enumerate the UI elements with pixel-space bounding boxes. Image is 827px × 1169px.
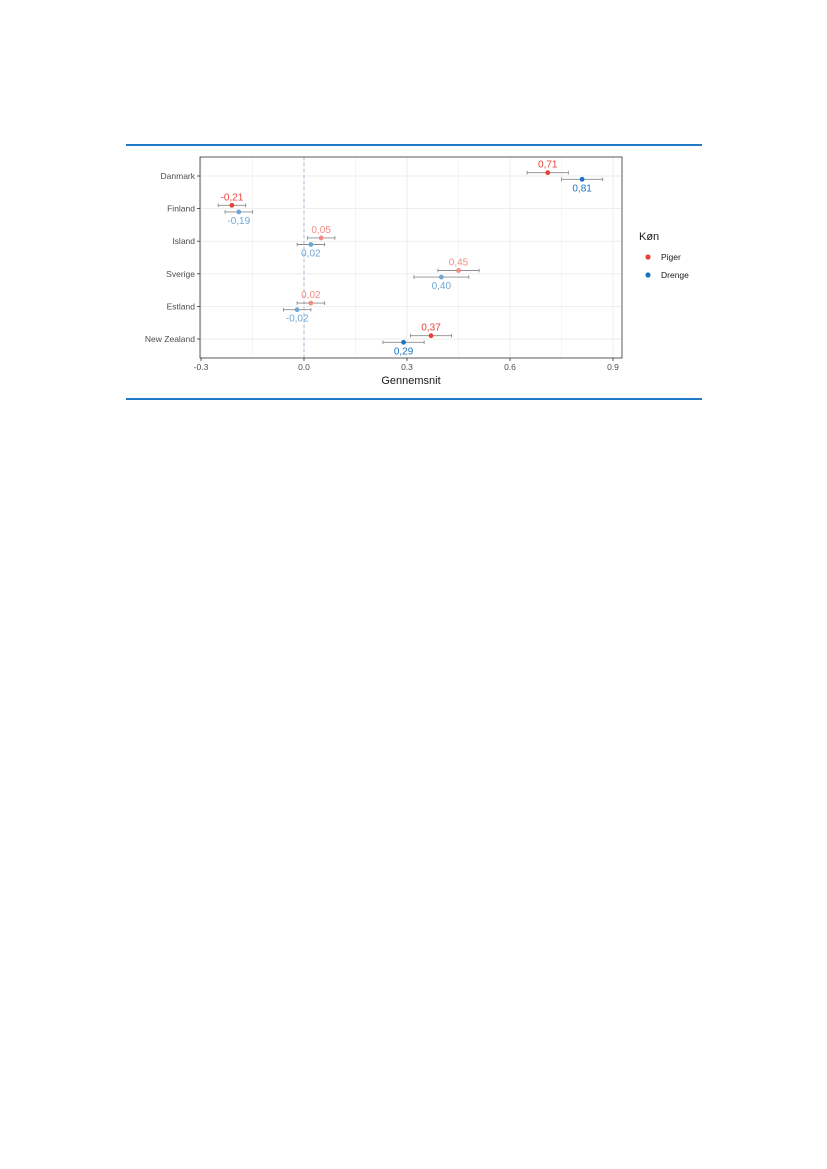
data-point xyxy=(229,202,235,208)
x-tick-label: 0.9 xyxy=(607,362,619,372)
data-label: 0,45 xyxy=(449,258,469,269)
data-point xyxy=(579,176,585,182)
legend-key-drenge xyxy=(645,272,651,278)
y-tick-label: Sverige xyxy=(166,269,195,279)
legend-key-piger xyxy=(645,254,651,260)
data-point xyxy=(308,242,314,247)
data-point xyxy=(545,170,551,176)
x-tick-label: 0.0 xyxy=(298,362,310,372)
data-label: -0,02 xyxy=(286,314,309,325)
top-rule xyxy=(126,144,702,146)
data-point xyxy=(438,274,444,280)
legend-label: Piger xyxy=(661,252,681,262)
y-tick-label: New Zealand xyxy=(145,334,195,344)
data-point xyxy=(401,339,406,345)
grid-layer xyxy=(200,157,622,358)
axis-layer: Danmark Finland Island Sverige Estland New Ze… xyxy=(145,171,619,372)
data-label: 0,05 xyxy=(311,225,331,236)
data-label: 0,02 xyxy=(301,290,321,301)
bottom-rule xyxy=(126,398,702,400)
y-tick-label: Finland xyxy=(167,204,195,214)
data-point xyxy=(308,300,314,306)
y-tick-label: Danmark xyxy=(161,171,196,181)
data-label: 0,81 xyxy=(572,183,592,194)
y-tick-label: Estland xyxy=(167,301,196,311)
data-point xyxy=(294,307,300,313)
x-tick-label: 0.3 xyxy=(401,362,413,372)
x-tick-label: 0.6 xyxy=(504,362,516,372)
data-point xyxy=(456,268,461,273)
legend-label: Drenge xyxy=(661,270,689,280)
plot-panel-background xyxy=(200,157,622,358)
data-label: 0,40 xyxy=(432,281,452,292)
data-point xyxy=(236,209,242,215)
dot-plot-chart: 0,71 -0,21 0,05 0,45 0,02 0,37 0,81 -0,19 0,02 0,… xyxy=(145,156,689,387)
data-label: 0,02 xyxy=(301,249,321,260)
data-point xyxy=(318,235,324,241)
legend-title: Køn xyxy=(639,231,659,243)
x-axis-title: Gennemsnit xyxy=(381,375,440,387)
marks-layer: 0,71 -0,21 0,05 0,45 0,02 0,37 0,81 -0,19 0,02 0,… xyxy=(217,160,604,357)
data-point xyxy=(428,333,434,339)
data-label: 0,37 xyxy=(421,323,441,334)
data-label: -0,21 xyxy=(221,192,244,203)
y-tick-label: Island xyxy=(172,236,195,246)
data-label: 0,29 xyxy=(394,346,414,357)
plot-panel-border xyxy=(199,156,623,359)
legend: Køn Piger Drenge xyxy=(639,231,689,280)
x-tick-label: -0.3 xyxy=(194,362,209,372)
data-label: 0,71 xyxy=(538,160,558,171)
data-label: -0,19 xyxy=(227,216,250,227)
